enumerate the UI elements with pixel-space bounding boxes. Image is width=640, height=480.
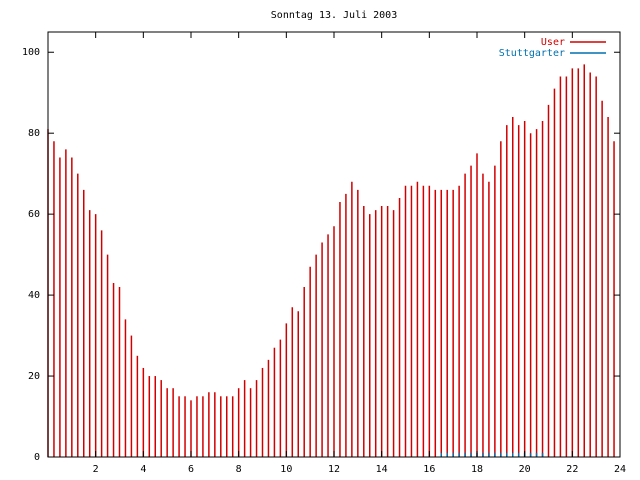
x-tick-label: 14 <box>376 464 388 475</box>
x-tick-label: 6 <box>188 464 194 475</box>
y-tick-label: 0 <box>34 452 40 463</box>
legend-label: Stuttgarter <box>499 48 565 59</box>
x-tick-label: 20 <box>519 464 531 475</box>
y-tick-label: 40 <box>28 290 40 301</box>
y-tick-label: 80 <box>28 128 40 139</box>
x-tick-label: 10 <box>280 464 292 475</box>
x-tick-label: 4 <box>140 464 146 475</box>
x-tick-label: 2 <box>93 464 99 475</box>
y-tick-label: 20 <box>28 371 40 382</box>
y-tick-label: 60 <box>28 209 40 220</box>
legend-label: User <box>541 37 565 48</box>
x-tick-label: 16 <box>423 464 435 475</box>
x-tick-label: 24 <box>614 464 626 475</box>
x-tick-label: 8 <box>236 464 242 475</box>
y-tick-label: 100 <box>22 47 40 58</box>
x-tick-label: 22 <box>566 464 578 475</box>
chart-title: Sonntag 13. Juli 2003 <box>271 10 397 21</box>
x-tick-label: 12 <box>328 464 340 475</box>
x-tick-label: 18 <box>471 464 483 475</box>
